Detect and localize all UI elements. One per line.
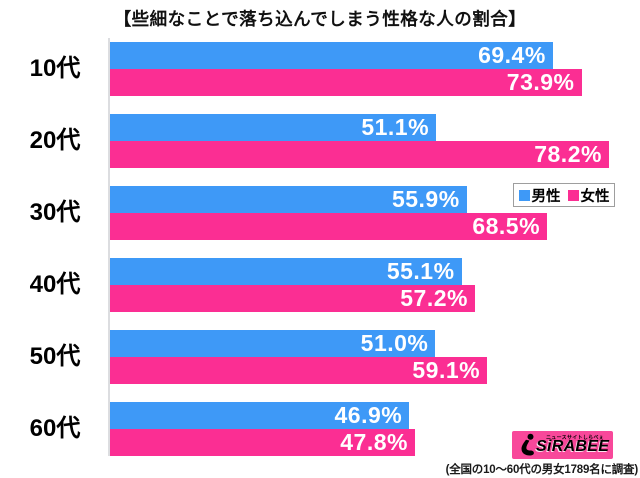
chart-title: 【些細なことで落ち込んでしまう性格な人の割合】 [113,9,527,29]
legend-item-female: 女性 [567,185,610,206]
bar-male: 46.9% [110,402,410,429]
value-label-female: 57.2% [400,285,468,311]
value-label-male: 55.9% [391,186,460,212]
value-label-male: 51.0% [360,330,429,356]
category-label: 10代 [29,55,81,82]
value-label-female: 73.9% [506,69,575,95]
sirabee-figure-icon [517,433,535,462]
sirabee-tagline: ニュースサイトしらべぇ [546,435,605,441]
bar-female: 47.8% [110,429,415,456]
bar-groups: 10代 69.4% 73.9% 20代 51.1% 78.2% 30代 55.9% 68.5% 4… [0,42,630,474]
category-label: 20代 [29,127,81,154]
legend-item-male: 男性 [518,185,561,206]
bar-pair: 55.9% 68.5% [110,186,630,240]
legend-label-female: 女性 [580,188,610,205]
age-group-row: 40代 55.1% 57.2% [0,258,630,330]
value-label-female: 47.8% [340,429,408,455]
bar-male: 55.1% [110,258,462,285]
legend-swatch-male-icon [518,189,530,201]
legend: 男性 女性 [513,183,615,207]
bar-pair: 51.1% 78.2% [110,114,630,168]
category-label: 60代 [29,415,81,442]
age-group-row: 60代 46.9% 47.8% [0,402,630,474]
age-group-row: 50代 51.0% 59.1% [0,330,630,402]
category-label: 30代 [29,199,81,226]
value-label-male: 51.1% [361,114,430,140]
bar-male: 55.9% [110,186,467,213]
y-axis-line [108,38,110,456]
age-group-row: 30代 55.9% 68.5% [0,186,630,258]
bar-female: 59.1% [110,357,488,384]
value-label-female: 78.2% [534,141,602,167]
legend-swatch-female-icon [567,189,579,201]
bar-female: 57.2% [110,285,475,312]
bar-male: 51.1% [110,114,437,141]
age-group-row: 10代 69.4% 73.9% [0,42,630,114]
category-label: 50代 [29,343,81,370]
bar-pair: 51.0% 59.1% [110,330,630,384]
legend-label-male: 男性 [531,188,561,205]
bar-female: 68.5% [110,213,548,240]
bar-pair: 46.9% 47.8% [110,402,630,456]
age-group-row: 20代 51.1% 78.2% [0,114,630,186]
value-label-male: 55.1% [386,258,455,284]
survey-note: (全国の10〜60代の男女1789名に調査) [445,464,639,476]
bar-male: 69.4% [110,42,553,69]
sirabee-wordmark: SiRABEE [536,438,610,455]
bar-female: 78.2% [110,141,609,168]
value-label-female: 68.5% [472,213,541,239]
bar-male: 51.0% [110,330,436,357]
category-label: 40代 [29,271,81,298]
value-label-female: 59.1% [412,357,481,383]
bar-female: 73.9% [110,69,582,96]
value-label-male: 46.9% [334,402,403,428]
value-label-male: 69.4% [478,42,546,68]
bar-pair: 55.1% 57.2% [110,258,630,312]
sirabee-logo: ニュースサイトしらべぇ SiRABEE [512,431,613,459]
bar-pair: 69.4% 73.9% [110,42,630,96]
